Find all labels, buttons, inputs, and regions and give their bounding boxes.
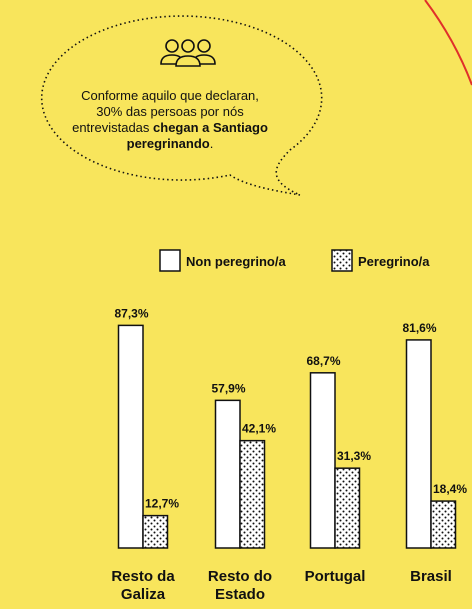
value-label: 57,9% (212, 381, 246, 395)
value-label: 18,4% (433, 482, 467, 496)
category-label: Brasil (410, 568, 452, 585)
bar (239, 439, 266, 549)
legend-label: Peregrino/a (358, 254, 430, 269)
bar (430, 500, 457, 549)
annotation-text: Conforme aquilo que declaran, 30% das pe… (72, 88, 259, 135)
value-label: 12,7% (145, 497, 179, 511)
bar (142, 514, 169, 549)
value-label: 42,1% (242, 422, 276, 436)
legend-swatch (331, 249, 353, 272)
value-label: 31,3% (337, 449, 371, 463)
annotation-end: . (209, 136, 214, 151)
value-label: 68,7% (307, 354, 341, 368)
bar (334, 467, 361, 549)
red-arc (424, 0, 472, 86)
bar (309, 372, 336, 549)
bar (214, 399, 241, 549)
bar (405, 339, 432, 549)
legend-swatch (159, 249, 181, 272)
value-label: 87,3% (115, 306, 149, 320)
category-label: Resto do Estado (207, 568, 273, 603)
annotation: Conforme aquilo que declaran, 30% das pe… (70, 88, 270, 152)
legend-label: Non peregrino/a (186, 254, 286, 269)
category-label: Resto da Galiza (111, 568, 175, 603)
category-label: Portugal (304, 568, 366, 585)
value-label: 81,6% (403, 321, 437, 335)
people-icon (160, 39, 216, 67)
bar (117, 324, 144, 549)
annotation-bold: chegan a Santiago peregrinando (126, 120, 268, 151)
